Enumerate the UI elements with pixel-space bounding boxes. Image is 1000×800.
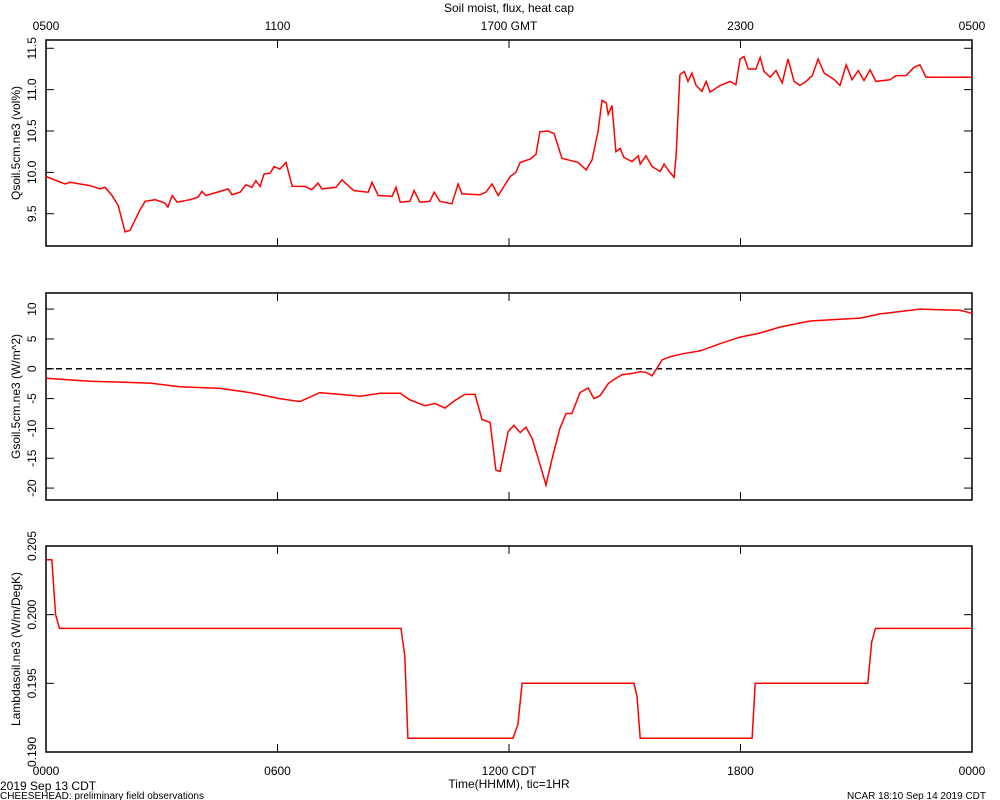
- plot-frame: [45, 292, 973, 501]
- plot-frame: [45, 39, 973, 247]
- y-tick-label: -20: [25, 479, 39, 497]
- y-tick-label: 11.0: [25, 78, 39, 101]
- y-tick-label: 9.5: [25, 205, 39, 222]
- top-x-tick-label: 1100: [265, 19, 291, 33]
- y-tick-label: 0.200: [25, 599, 39, 629]
- x-tick-label: 0600: [264, 764, 291, 778]
- y-tick-label: 10: [25, 302, 39, 316]
- x-tick-label: 0000: [33, 764, 60, 778]
- top-x-tick-label: 0500: [959, 19, 986, 33]
- y-tick-label: 0.195: [25, 668, 39, 698]
- date-label: 2019 Sep 13 CDT: [0, 779, 97, 793]
- x-tick-label: 1200 CDT: [482, 764, 537, 778]
- data-line: [45, 54, 972, 233]
- top-x-tick-label: 1700 GMT: [481, 19, 538, 33]
- plot-frame: [45, 545, 973, 753]
- y-tick-label: -5: [25, 393, 39, 404]
- x-axis-label: Time(HHMM), tic=1HR: [448, 777, 570, 791]
- y-tick-label: -10: [25, 419, 39, 437]
- data-line: [46, 558, 972, 740]
- y-tick-label: 10.5: [25, 119, 39, 143]
- y-tick-label: 0.205: [25, 531, 39, 561]
- source-label: CHEESEHEAD: preliminary field observatio…: [0, 791, 204, 800]
- y-tick-label: 5: [25, 335, 39, 342]
- y-tick-label: 10.0: [25, 160, 39, 184]
- x-tick-label: 0000: [959, 764, 986, 778]
- y-tick-label: 11.5: [25, 37, 39, 60]
- y-tick-label: 0.190: [25, 737, 39, 767]
- top-x-tick-label: 0500: [33, 19, 60, 33]
- y-axis-label: Qsoil.5cm.ne3 (vol%): [9, 86, 23, 200]
- x-tick-label: 1800: [727, 764, 754, 778]
- top-x-tick-label: 2300: [727, 19, 754, 33]
- y-tick-label: -15: [25, 449, 39, 467]
- chart-title: Soil moist, flux, heat cap: [444, 1, 574, 15]
- credit-label: NCAR 18:10 Sep 14 2019 CDT: [847, 791, 986, 800]
- y-axis-label: Gsoil.5cm.ne3 (W/m^2): [9, 334, 23, 459]
- data-line: [45, 308, 973, 489]
- y-tick-label: 0: [25, 365, 39, 372]
- y-axis-label: Lambdasoil.ne3 (W/m/DegK): [9, 572, 23, 726]
